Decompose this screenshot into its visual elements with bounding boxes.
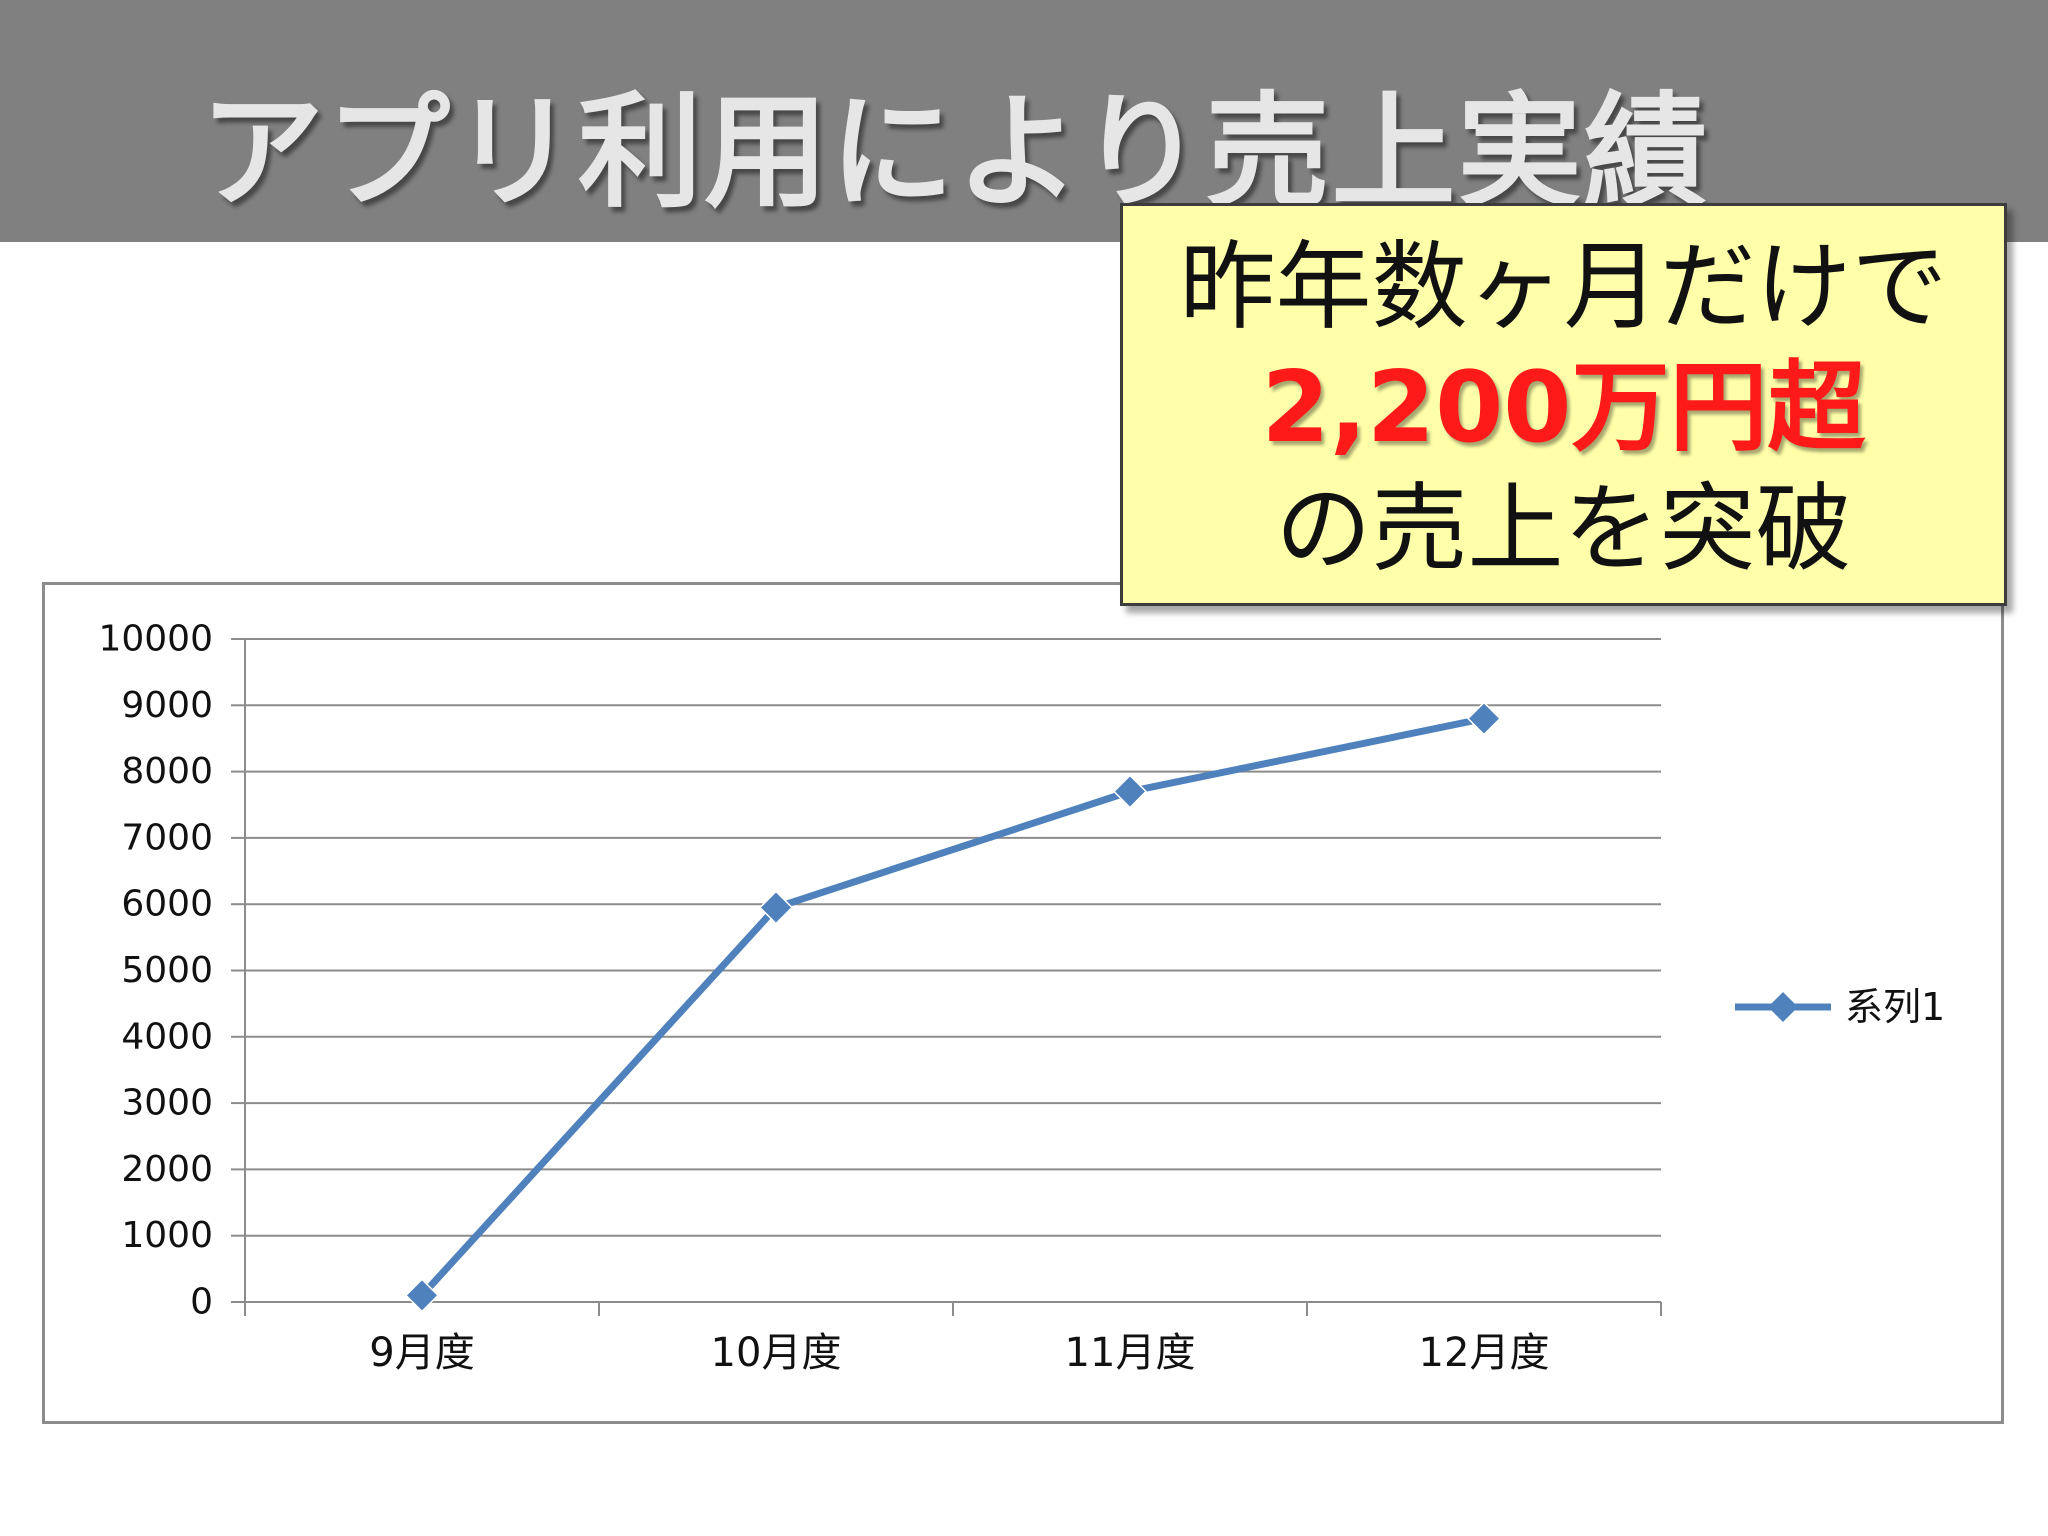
- callout-highlight-amount: 2,200万円超: [1261, 351, 1866, 465]
- y-tick-label: 6000: [121, 884, 213, 925]
- y-tick-label: 5000: [121, 950, 213, 991]
- callout-line-3: の売上を突破: [1275, 473, 1852, 585]
- x-tick-label: 11月度: [1065, 1330, 1196, 1376]
- y-axis-tick-labels: 0 1000 2000 3000 4000 5000 6000 7000 8000 9000 100…: [98, 619, 213, 1323]
- series-layer: [404, 701, 1502, 1313]
- data-point: [758, 890, 794, 925]
- x-axis-tick-labels: 9月度 10月度 11月度 12月度: [369, 1330, 1549, 1376]
- y-tick-label: 2000: [121, 1149, 213, 1190]
- data-point: [404, 1278, 440, 1313]
- x-tick-label: 9月度: [369, 1330, 474, 1376]
- x-tick-label: 10月度: [711, 1330, 842, 1376]
- line-chart: 0 1000 2000 3000 4000 5000 6000 7000 8000 9000 100…: [98, 619, 1945, 1377]
- legend-marker: [1768, 992, 1798, 1022]
- slide-title: アプリ利用により売上実績: [200, 81, 1710, 225]
- x-tick-label: 12月度: [1419, 1330, 1550, 1376]
- y-tick-label: 7000: [121, 817, 213, 858]
- callout-line-1: 昨年数ヶ月だけで: [1179, 231, 1948, 343]
- axes: [231, 638, 1662, 1316]
- sales-callout-box: 昨年数ヶ月だけで 2,200万円超 の売上を突破: [1120, 203, 2007, 606]
- y-tick-label: 4000: [121, 1016, 213, 1057]
- y-tick-label: 3000: [121, 1083, 213, 1124]
- data-point: [1112, 774, 1148, 809]
- y-tick-label: 9000: [121, 685, 213, 726]
- y-tick-label: 10000: [98, 619, 213, 660]
- series-line: [418, 715, 1488, 1299]
- y-tick-label: 1000: [121, 1215, 213, 1256]
- legend-label: 系列1: [1845, 985, 1945, 1029]
- y-tick-label: 0: [190, 1282, 213, 1323]
- title-banner: [0, 0, 2048, 242]
- chart-area: 0 1000 2000 3000 4000 5000 6000 7000 8000 9000 100…: [42, 582, 2004, 1424]
- y-tick-label: 8000: [121, 751, 213, 792]
- data-point: [1466, 701, 1502, 736]
- gridlines: [245, 638, 1661, 1237]
- legend: 系列1: [1735, 985, 1945, 1029]
